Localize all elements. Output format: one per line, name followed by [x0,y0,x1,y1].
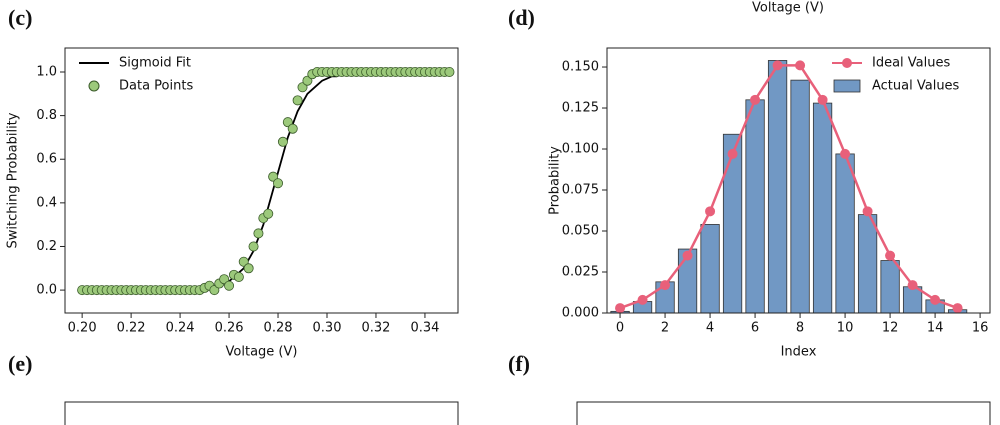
y-tick-label: 0.050 [562,224,599,239]
x-tick-label: 14 [927,321,944,336]
y-tick-label: 0.0 [36,283,57,298]
line [82,71,450,291]
bar [722,133,743,314]
data-point [233,272,244,283]
cropped-axes [576,401,991,425]
legend-label: Actual Values [872,79,960,94]
line-marker [930,294,941,305]
y-tick-label: 0.6 [36,152,57,167]
x-tick-label: 0.24 [166,321,195,336]
bar [880,260,900,314]
x-axis-label: Voltage (V) [226,345,298,360]
bar [857,214,878,314]
data-point [224,280,235,291]
data-point [292,95,303,106]
line-marker [750,94,761,105]
cropped-axes [64,401,459,425]
data-point [444,66,455,77]
x-tick-label: 4 [706,321,714,336]
panel-label: (e) [8,351,32,376]
legend-swatch [842,58,852,68]
bar [812,102,833,314]
y-tick-label: 1.0 [36,64,57,79]
legend-label: Ideal Values [872,56,950,71]
legend-label: Data Points [119,79,193,94]
y-tick-label: 0.125 [562,101,599,116]
x-tick-label: 0.30 [313,321,342,336]
legend-swatch [833,79,861,93]
x-tick-label: 10 [837,321,854,336]
x-tick-label: 12 [882,321,899,336]
x-tick-label: 0.28 [264,321,293,336]
line-marker [817,94,828,105]
x-tick-label: 0.26 [215,321,244,336]
y-tick-label: 0.025 [562,265,599,280]
bar [767,60,788,314]
x-tick-label: 0.22 [117,321,146,336]
line-marker [615,303,626,314]
panel-label: (c) [8,5,32,30]
data-point [263,208,274,219]
legend-label: Sigmoid Fit [119,56,191,71]
line-marker [637,294,648,305]
line-marker [862,206,873,217]
x-tick-label: 16 [972,321,989,336]
axes-frame [64,47,459,314]
bar [835,153,855,314]
line-marker [795,60,806,71]
x-tick-label: 2 [661,321,669,336]
bar [790,79,810,314]
data-point [248,241,259,252]
y-tick-label: 0.8 [36,108,57,123]
y-tick-label: 0.075 [562,183,599,198]
y-axis-label: Probability [548,146,563,215]
line-marker [705,206,716,217]
line-marker [660,280,671,291]
y-tick-label: 0.000 [562,306,599,321]
data-point [287,123,298,134]
x-tick-label: 0 [616,321,624,336]
line-marker [682,250,693,261]
y-axis-label: Switching Probability [6,112,21,248]
data-point [243,263,254,274]
bar [745,99,765,314]
legend-swatch [88,80,100,92]
panel-label: (f) [508,351,530,376]
bar [700,224,720,314]
data-point [253,228,264,239]
data-point [273,178,284,189]
line-marker [772,60,783,71]
x-tick-label: 0.32 [361,321,390,336]
y-tick-label: 0.150 [562,60,599,75]
data-point [277,136,288,147]
x-tick-label: 0.20 [68,321,97,336]
x-tick-label: 0.34 [410,321,439,336]
y-tick-label: 0.100 [562,142,599,157]
panel-label: (d) [508,5,535,30]
line [619,64,959,310]
line-marker [885,250,896,261]
line-marker [952,303,963,314]
x-tick-label: 6 [751,321,759,336]
x-axis-label: Index [781,345,817,360]
x-tick-label: 8 [796,321,804,336]
line-marker [727,148,738,159]
axes-frame [606,47,991,314]
cropped-axis-label: Voltage (V) [752,1,824,16]
y-tick-label: 0.4 [36,195,57,210]
line-marker [907,280,918,291]
y-tick-label: 0.2 [36,239,57,254]
line-marker [840,148,851,159]
